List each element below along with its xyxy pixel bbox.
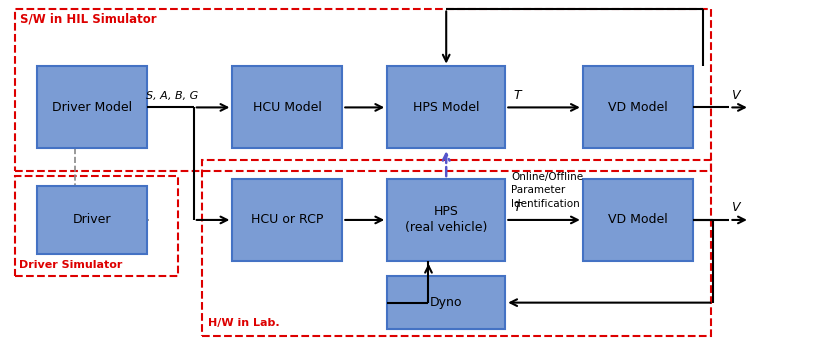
- Text: Dyno: Dyno: [430, 296, 462, 309]
- Text: T: T: [513, 202, 521, 214]
- FancyBboxPatch shape: [232, 66, 342, 148]
- FancyBboxPatch shape: [387, 66, 505, 148]
- Text: Driver Simulator: Driver Simulator: [19, 260, 122, 270]
- Text: Driver: Driver: [73, 213, 111, 226]
- Text: VD Model: VD Model: [608, 101, 667, 114]
- Text: Online/Offline
Parameter
Identification: Online/Offline Parameter Identification: [511, 172, 583, 209]
- FancyBboxPatch shape: [583, 179, 693, 261]
- Text: V: V: [731, 202, 739, 214]
- Bar: [15, 176, 178, 276]
- Text: HCU or RCP: HCU or RCP: [251, 213, 324, 226]
- FancyBboxPatch shape: [583, 66, 693, 148]
- Text: VD Model: VD Model: [608, 213, 667, 226]
- FancyBboxPatch shape: [37, 66, 147, 148]
- Bar: [15, 9, 711, 170]
- Text: T: T: [513, 89, 521, 102]
- Text: HPS Model: HPS Model: [413, 101, 479, 114]
- Bar: [202, 160, 711, 336]
- FancyBboxPatch shape: [232, 179, 342, 261]
- Text: S/W in HIL Simulator: S/W in HIL Simulator: [20, 12, 157, 25]
- Text: HPS
(real vehicle): HPS (real vehicle): [405, 205, 487, 235]
- FancyBboxPatch shape: [387, 179, 505, 261]
- Text: Driver Model: Driver Model: [51, 101, 132, 114]
- FancyBboxPatch shape: [387, 276, 505, 329]
- Text: V: V: [731, 89, 739, 102]
- Text: HCU Model: HCU Model: [253, 101, 322, 114]
- Text: H/W in Lab.: H/W in Lab.: [208, 318, 280, 328]
- FancyBboxPatch shape: [37, 186, 147, 254]
- Text: S, A, B, G: S, A, B, G: [146, 91, 198, 101]
